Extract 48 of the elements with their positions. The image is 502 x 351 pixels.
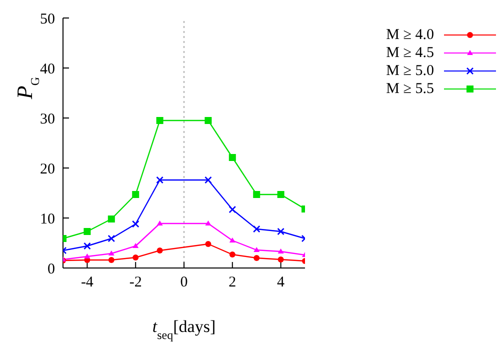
x-tick-label: -2 [129,274,142,291]
y-tick-label: 0 [48,261,55,278]
point [228,206,236,214]
point [108,257,114,263]
point [108,216,115,222]
point [252,225,260,233]
point [108,250,114,256]
point [132,254,139,260]
legend-label: M ≥ 5.5 [386,80,434,98]
y-tick-label: 20 [40,161,55,178]
point [84,242,91,250]
point [156,248,163,254]
point [156,176,164,184]
point [229,238,236,242]
point [278,256,284,262]
x-tick-label: 0 [180,274,188,291]
point [205,220,212,226]
point [156,220,163,226]
x-axis-title: t$_{seq}$[days] [152,317,216,342]
legend-label: M ≥ 5.0 [386,62,434,80]
point [156,117,164,124]
point [254,247,260,252]
y-tick-label: 30 [40,111,55,128]
y-tick-label: 50 [40,11,55,28]
legend-label: M ≥ 4.0 [386,26,434,44]
point [84,228,91,235]
point [204,117,212,124]
legend-label: M ≥ 4.5 [386,44,434,62]
point [132,191,140,198]
y-tick-label: 10 [40,211,55,228]
point [108,234,116,242]
point [132,243,139,248]
x-tick-label: 2 [228,274,236,291]
point [277,228,284,236]
point [277,191,284,198]
point [228,154,236,161]
point [205,241,212,247]
point [278,248,284,254]
y-tick-label: 40 [40,61,55,78]
x-tick-label: 4 [277,274,286,291]
x-tick-label: -4 [80,274,94,291]
point [254,255,260,261]
point [204,176,212,184]
point [132,220,140,228]
point [229,252,236,258]
point [84,254,90,258]
point [253,191,260,198]
line-series [63,241,305,264]
